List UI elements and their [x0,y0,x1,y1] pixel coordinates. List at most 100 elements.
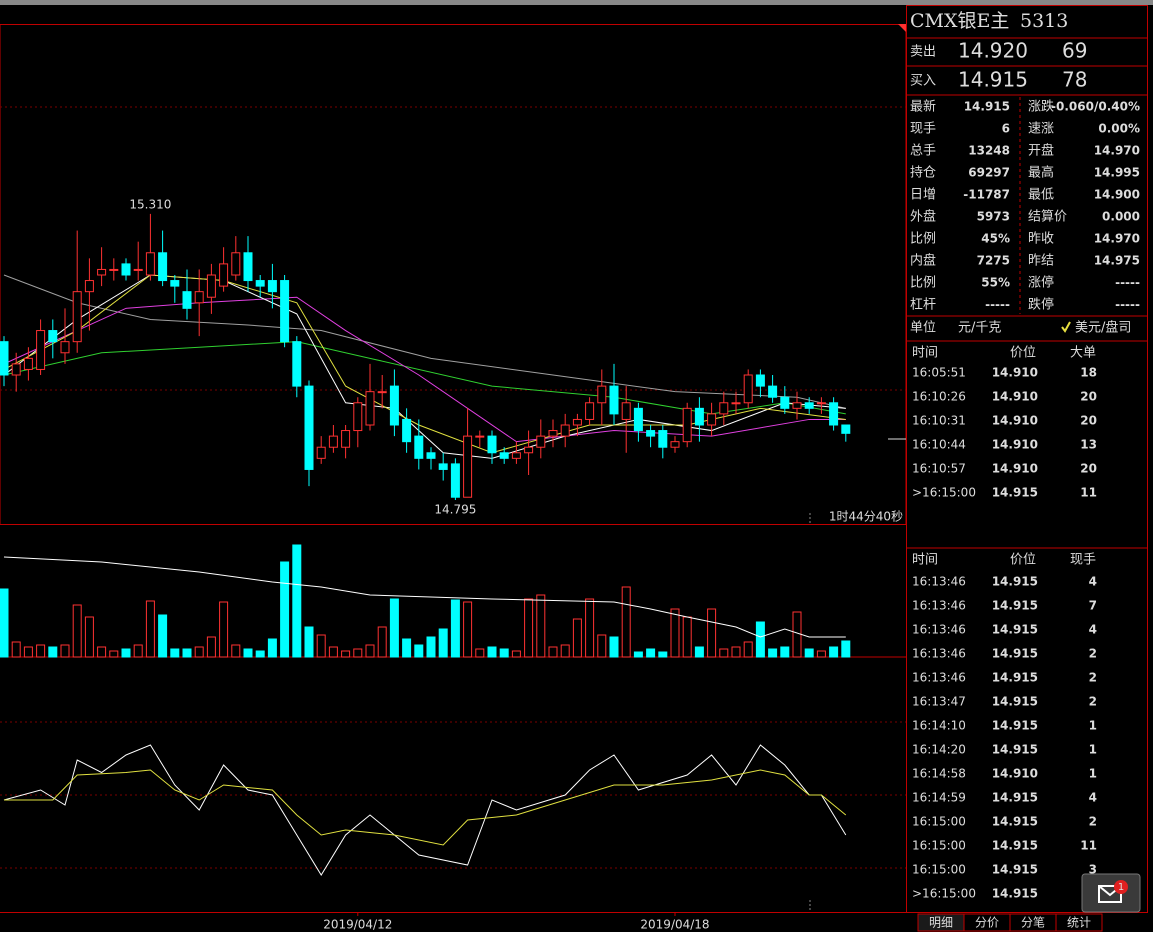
volume-bar [780,646,790,658]
volume-bar [475,648,485,658]
moving-average [3,274,846,454]
row-volume: 1 [1089,767,1097,781]
candle-body [743,374,753,404]
top-bar [0,0,1153,5]
candle-body [487,435,497,454]
volume-bar [145,600,155,658]
row-time: 16:10:31 [912,414,966,428]
candle-body [609,385,619,415]
candle-body [377,391,387,394]
volume-bar [755,621,765,658]
volume-bar [585,598,595,658]
volume-bar [194,646,204,658]
candle-body [353,402,363,432]
candle-body [670,441,680,448]
stat-value: 69297 [968,166,1010,180]
stat-value: 14.975 [1094,254,1140,268]
row-volume: 4 [1089,791,1097,805]
row-time: 16:10:26 [912,390,966,404]
volume-bar [792,611,802,658]
row-price: 14.915 [992,815,1038,829]
volume-bar [414,644,424,658]
stat-value: 13248 [968,144,1010,158]
row-price: 14.915 [992,671,1038,685]
stat-value: ----- [1115,298,1140,312]
table-header: 价位 [1010,553,1036,568]
volume-bar [11,641,21,658]
volume-bar [219,601,229,658]
volume-bar [389,598,399,658]
tab[interactable] [1055,913,1103,932]
volume-bar [829,646,839,658]
candle-body [450,463,460,498]
candle-body [414,435,424,459]
volume-bar [487,646,497,658]
row-volume: 20 [1080,462,1097,476]
stat-label: 持仓 [910,166,936,181]
candle-body [365,391,375,426]
row-price: 14.915 [992,791,1038,805]
candle-body [158,252,168,282]
volume-average [3,556,846,638]
volume-bar [511,650,521,658]
volume-bar [170,648,180,658]
tab-label: 明细 [929,916,953,930]
volume-bar [841,640,851,658]
candle-body [633,407,643,432]
volume-bar [463,601,473,658]
candle-body [48,330,58,343]
moving-average [3,296,846,443]
row-volume: 4 [1089,623,1097,637]
volume-bar [499,648,509,658]
table-header: 时间 [912,553,938,568]
volume-bar [536,594,546,658]
stat-label: 总手 [910,144,936,159]
row-time: 16:10:57 [912,462,966,476]
stat-value: 0.000 [1102,210,1140,224]
row-time: 16:14:58 [912,767,966,781]
quote-panel [906,5,1148,913]
volume-bar [572,618,582,658]
row-volume: 13 [1080,438,1097,452]
candle-body [402,418,412,443]
volume-bar [97,646,107,658]
sell-price: 14.920 [958,39,1028,63]
volume-bar [48,646,58,658]
quote-name: CMX银E主 [910,10,1009,32]
row-price: 14.915 [992,486,1038,500]
sell-label: 卖出 [910,45,936,60]
row-time: 16:14:10 [912,719,966,733]
buy-price: 14.915 [958,68,1028,92]
stat-label: 现手 [910,122,936,137]
candle-body [109,268,119,271]
stat-label: 比例 [910,232,936,247]
row-price: 14.915 [992,719,1038,733]
unit-option[interactable]: 美元/盘司 [1075,320,1131,336]
unit-option[interactable]: 元/千克 [958,321,1001,336]
row-price: 14.910 [992,366,1038,380]
unit-label: 单位 [910,321,936,336]
row-volume: 2 [1089,647,1097,661]
stat-value: ----- [1115,276,1140,290]
tab-label: 分价 [975,916,999,930]
candle-body [597,385,607,404]
row-time: 16:15:00 [912,839,966,853]
volume-bar [84,616,94,658]
volume-bar [633,651,643,658]
candle-body [231,252,241,276]
candle-body [341,430,351,448]
candle-body [194,291,204,304]
quote-code: 5313 [1020,10,1068,32]
mail-badge-count: 1 [1118,882,1124,893]
row-price: 14.915 [992,695,1038,709]
row-time: 16:10:44 [912,438,966,452]
corner-mark [898,24,906,32]
check-icon [1061,321,1071,333]
candle-body [621,402,631,420]
volume-bar [231,644,241,658]
volume-bar [438,628,448,658]
volume-bar [548,646,558,658]
candle-body [219,263,229,287]
